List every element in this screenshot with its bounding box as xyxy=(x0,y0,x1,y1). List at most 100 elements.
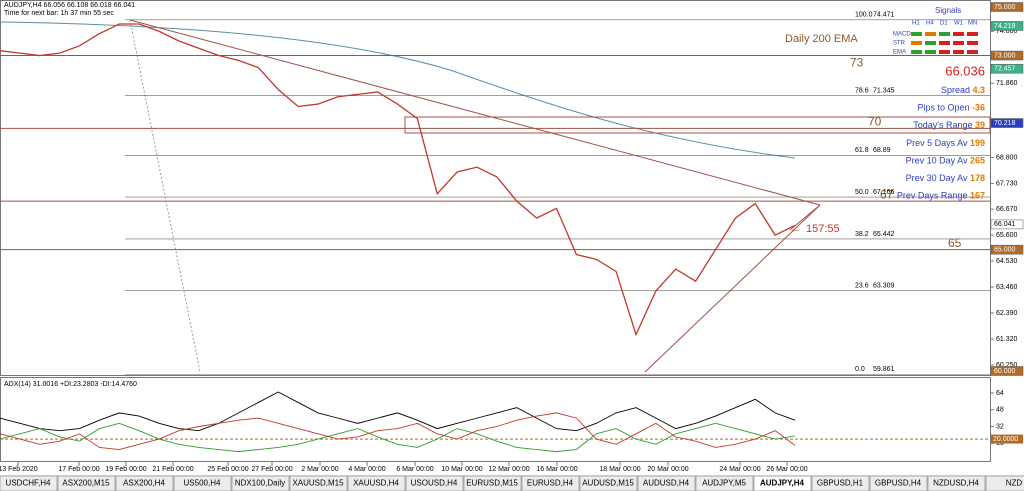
adx-tick-label: 16 xyxy=(996,440,1004,447)
adx-line xyxy=(0,422,796,453)
fib-ratio: 0.0 xyxy=(855,366,865,373)
y-tick-label: 71.860 xyxy=(996,80,1018,87)
y-tick-label: 63.460 xyxy=(996,284,1018,291)
time-label: 26 Mar 00:00 xyxy=(766,466,807,473)
signal-name: EMA xyxy=(893,50,906,56)
panel-label: Prev 5 Days Av xyxy=(906,138,970,148)
price-box-label: 65.000 xyxy=(994,247,1016,254)
panel-row: Prev 30 Day Av 178 xyxy=(906,173,985,183)
tab[interactable] xyxy=(985,475,1024,491)
adx-level-label: 20.0000 xyxy=(993,436,1018,443)
level-label: 73 xyxy=(850,56,864,70)
tab-label[interactable]: AUDJPY,H4 xyxy=(760,479,805,488)
tab-label[interactable]: EURUSD,H4 xyxy=(527,479,574,488)
tab-label[interactable]: NDX100,Daily xyxy=(235,479,285,488)
y-tick-label: 64.530 xyxy=(996,258,1018,265)
fib-value: 71.345 xyxy=(873,88,895,95)
price-box xyxy=(990,219,1024,230)
main-frame xyxy=(0,0,991,376)
signal-cell xyxy=(967,50,978,54)
adx-title: ADX(14) 31.0016 +DI:23.2803 -DI:14.4760 xyxy=(4,381,137,388)
tab[interactable] xyxy=(463,475,522,491)
current-price: 66.036 xyxy=(945,63,985,78)
tab[interactable] xyxy=(231,475,290,491)
tab-label[interactable]: AUDUSD,H4 xyxy=(643,479,690,488)
tab-label[interactable]: US500,H4 xyxy=(184,479,221,488)
signal-cell xyxy=(939,32,950,36)
tab[interactable] xyxy=(289,475,348,491)
tab[interactable] xyxy=(811,475,870,491)
ema-200 xyxy=(0,21,796,159)
tab[interactable] xyxy=(869,475,928,491)
fib-ratio: 61.8 xyxy=(855,147,869,154)
tab-label[interactable]: ASX200,H4 xyxy=(123,479,165,488)
tab[interactable] xyxy=(637,475,696,491)
adx-line xyxy=(0,412,796,450)
y-tick-label: 62.390 xyxy=(996,310,1018,317)
price-box xyxy=(990,63,1024,74)
tab[interactable] xyxy=(695,475,754,491)
adx-line xyxy=(0,391,796,432)
tab-label[interactable]: AUDUSD,M15 xyxy=(582,479,634,488)
time-label: 27 Feb 00:00 xyxy=(251,466,292,473)
tab-label[interactable]: XAUUSD,H4 xyxy=(353,479,399,488)
tab[interactable] xyxy=(521,475,580,491)
adx-tick-label: 32 xyxy=(996,423,1004,430)
panel-row: Prev 5 Days Av 199 xyxy=(906,138,985,148)
signal-cell xyxy=(939,41,950,45)
tab-label[interactable]: XAUUSD,M15 xyxy=(292,479,344,488)
panel-row: Pips to Open -36 xyxy=(917,103,985,113)
price-box xyxy=(990,244,1024,255)
tab-label[interactable]: AUDJPY,M5 xyxy=(702,479,746,488)
signal-cell xyxy=(911,32,922,36)
timeframe: H4 xyxy=(926,21,934,27)
fib-ratio: 78.6 xyxy=(855,88,869,95)
price-box-label: 70.218 xyxy=(994,120,1016,127)
signal-cell xyxy=(967,32,978,36)
y-tick-label: 67.730 xyxy=(996,180,1018,187)
time-label: 10 Mar 00:00 xyxy=(441,466,482,473)
tab-label[interactable]: GBPUSD,H4 xyxy=(875,479,922,488)
tab[interactable] xyxy=(173,475,232,491)
y-tick-label: 60.250 xyxy=(996,362,1018,369)
tab-label[interactable]: EURUSD,M15 xyxy=(466,479,518,488)
tab-label[interactable]: NZDUSD,H4 xyxy=(933,479,979,488)
tab-label[interactable]: NZD xyxy=(1006,479,1023,488)
tab[interactable] xyxy=(579,475,638,491)
panel-value: 4.3 xyxy=(972,85,985,95)
time-label: 16 Mar 00:00 xyxy=(536,466,577,473)
level-label: 70 xyxy=(868,115,882,129)
tab[interactable] xyxy=(927,475,986,491)
panel-label: Prev 10 Day Av xyxy=(906,156,970,166)
time-label: 17 Feb 00:00 xyxy=(58,466,99,473)
trendline xyxy=(644,204,821,373)
signal-cell xyxy=(967,41,978,45)
tab[interactable] xyxy=(405,475,464,491)
countdown: 157:55 xyxy=(806,223,840,235)
signal-name: STR xyxy=(893,41,906,47)
price-box xyxy=(990,50,1024,61)
tab[interactable] xyxy=(347,475,406,491)
time-label: 21 Feb 00:00 xyxy=(152,466,193,473)
tab-label[interactable]: ASX200,M15 xyxy=(62,479,110,488)
tab-label[interactable]: USDCHF,H4 xyxy=(6,479,51,488)
price-box-label: 74.219 xyxy=(994,23,1016,30)
y-tick-label: 66.670 xyxy=(996,206,1018,213)
signal-name: MACD xyxy=(893,32,911,38)
tab[interactable] xyxy=(0,475,58,491)
tab[interactable] xyxy=(57,475,116,491)
panel-value: 167 xyxy=(970,191,985,201)
tab[interactable] xyxy=(115,475,174,491)
tab-label[interactable]: USOUSD,H4 xyxy=(411,479,458,488)
price-box xyxy=(990,118,1024,128)
signal-cell xyxy=(911,50,922,54)
time-label: 20 Mar 00:00 xyxy=(647,466,688,473)
tab-label[interactable]: GBPUSD,H1 xyxy=(817,479,864,488)
panel-label: Prev Days Range xyxy=(897,191,970,201)
signal-cell xyxy=(953,41,964,45)
tab[interactable] xyxy=(753,475,812,491)
time-label: 18 Mar 00:00 xyxy=(599,466,640,473)
price-box xyxy=(990,21,1024,31)
arrow: ← xyxy=(790,223,801,235)
